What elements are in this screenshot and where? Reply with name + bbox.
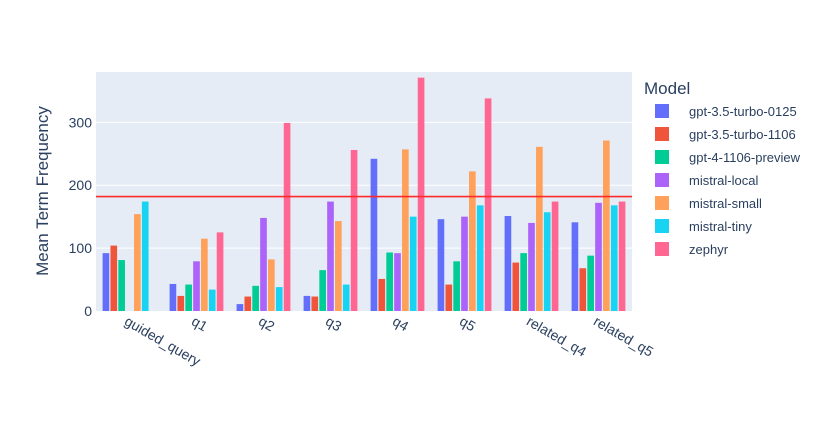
bar-gpt-3.5-turbo-1106-q3 — [311, 296, 319, 311]
bar-mistral-tiny-guided_query — [141, 201, 149, 311]
bar-gpt-3.5-turbo-1106-q1 — [177, 295, 185, 311]
bar-mistral-local-q1 — [193, 261, 200, 311]
bar-mistral-small-q4 — [402, 149, 409, 311]
bar-mistral-small-q5 — [469, 171, 476, 311]
bar-mistral-small-q3 — [335, 221, 342, 311]
bar-gpt-4-1106-preview-q4 — [386, 252, 393, 311]
bar-zephyr-q5 — [484, 98, 492, 311]
legend-swatch — [655, 196, 669, 210]
legend-label: mistral-tiny — [689, 219, 752, 234]
bar-zephyr-q1 — [216, 232, 224, 311]
bar-mistral-local-q3 — [327, 201, 334, 311]
y-tick-label: 300 — [69, 114, 93, 130]
bar-gpt-3.5-turbo-1106-guided_query — [110, 245, 118, 311]
x-tick-label: q4 — [390, 313, 412, 335]
bar-mistral-local-q2 — [260, 217, 267, 311]
bar-gpt-3.5-turbo-0125-q3 — [303, 295, 311, 311]
plot-background — [96, 72, 632, 311]
y-tick-label: 0 — [84, 303, 92, 319]
legend-label: gpt-3.5-turbo-1106 — [689, 127, 796, 142]
legend-swatch — [655, 242, 669, 256]
legend-label: gpt-3.5-turbo-0125 — [689, 104, 797, 119]
bar-mistral-small-guided_query — [134, 214, 141, 311]
bar-mistral-tiny-q5 — [476, 205, 484, 311]
y-axis-title: Mean Term Frequency — [33, 106, 52, 276]
bar-mistral-small-related_q4 — [536, 146, 543, 311]
bar-mistral-local-q5 — [461, 216, 468, 311]
bar-mistral-local-q4 — [394, 253, 401, 311]
bar-gpt-4-1106-preview-q3 — [319, 270, 326, 311]
bar-mistral-small-related_q5 — [603, 140, 610, 311]
bar-gpt-4-1106-preview-q1 — [185, 284, 192, 311]
bar-gpt-3.5-turbo-1106-related_q4 — [512, 262, 520, 311]
legend-label: gpt-4-1106-preview — [689, 150, 801, 165]
x-tick-label: related_q4 — [524, 313, 589, 360]
bar-gpt-3.5-turbo-0125-related_q4 — [504, 216, 512, 311]
x-tick-label: q1 — [189, 313, 211, 335]
bar-gpt-3.5-turbo-0125-q1 — [169, 283, 177, 311]
bar-gpt-4-1106-preview-guided_query — [118, 260, 125, 311]
bar-gpt-3.5-turbo-0125-q5 — [437, 219, 445, 311]
bar-gpt-3.5-turbo-0125-related_q5 — [571, 222, 579, 311]
bar-gpt-3.5-turbo-1106-q4 — [378, 278, 386, 311]
legend-swatch — [655, 219, 669, 233]
legend: Model gpt-3.5-turbo-0125 gpt-3.5-turbo-11… — [644, 79, 801, 257]
bar-mistral-local-related_q5 — [595, 202, 602, 311]
bar-zephyr-related_q5 — [618, 201, 626, 311]
bar-mistral-small-q1 — [201, 238, 208, 311]
bar-gpt-3.5-turbo-0125-guided_query — [102, 253, 110, 311]
x-tick-label: q3 — [323, 313, 345, 335]
bar-mistral-tiny-related_q5 — [610, 205, 618, 311]
x-tick-label: q5 — [457, 313, 479, 335]
bar-zephyr-related_q4 — [551, 201, 559, 311]
bar-gpt-4-1106-preview-related_q5 — [587, 255, 594, 311]
bar-mistral-tiny-q4 — [409, 216, 417, 311]
bar-zephyr-q4 — [417, 77, 425, 312]
legend-swatch — [655, 150, 669, 164]
bar-gpt-3.5-turbo-0125-q2 — [236, 304, 244, 311]
bar-gpt-3.5-turbo-0125-q4 — [370, 158, 378, 311]
bar-gpt-4-1106-preview-q5 — [453, 261, 460, 311]
y-tick-label: 100 — [69, 240, 93, 256]
legend-title: Model — [644, 79, 690, 98]
bar-gpt-4-1106-preview-q2 — [252, 285, 259, 311]
bar-zephyr-q2 — [283, 122, 291, 312]
bar-zephyr-q3 — [350, 149, 358, 311]
bar-mistral-tiny-q3 — [342, 284, 350, 311]
bar-mistral-local-related_q4 — [528, 222, 535, 311]
bar-gpt-3.5-turbo-1106-q2 — [244, 296, 252, 311]
legend-label: zephyr — [689, 242, 729, 257]
bar-mistral-tiny-related_q4 — [543, 212, 551, 311]
bar-mistral-tiny-q1 — [208, 289, 216, 311]
bar-gpt-4-1106-preview-related_q4 — [520, 253, 527, 311]
x-tick-label: related_q5 — [591, 313, 656, 360]
y-tick-label: 200 — [69, 177, 93, 193]
legend-label: mistral-small — [689, 196, 762, 211]
x-tick-label: q2 — [256, 313, 278, 335]
legend-swatch — [655, 127, 669, 141]
legend-swatch — [655, 173, 669, 187]
legend-label: mistral-local — [689, 173, 758, 188]
bar-gpt-3.5-turbo-1106-q5 — [445, 284, 453, 311]
bar-gpt-3.5-turbo-1106-related_q5 — [579, 268, 587, 311]
bar-mistral-tiny-q2 — [275, 287, 283, 311]
bar-mistral-small-q2 — [268, 259, 275, 311]
legend-swatch — [655, 104, 669, 118]
